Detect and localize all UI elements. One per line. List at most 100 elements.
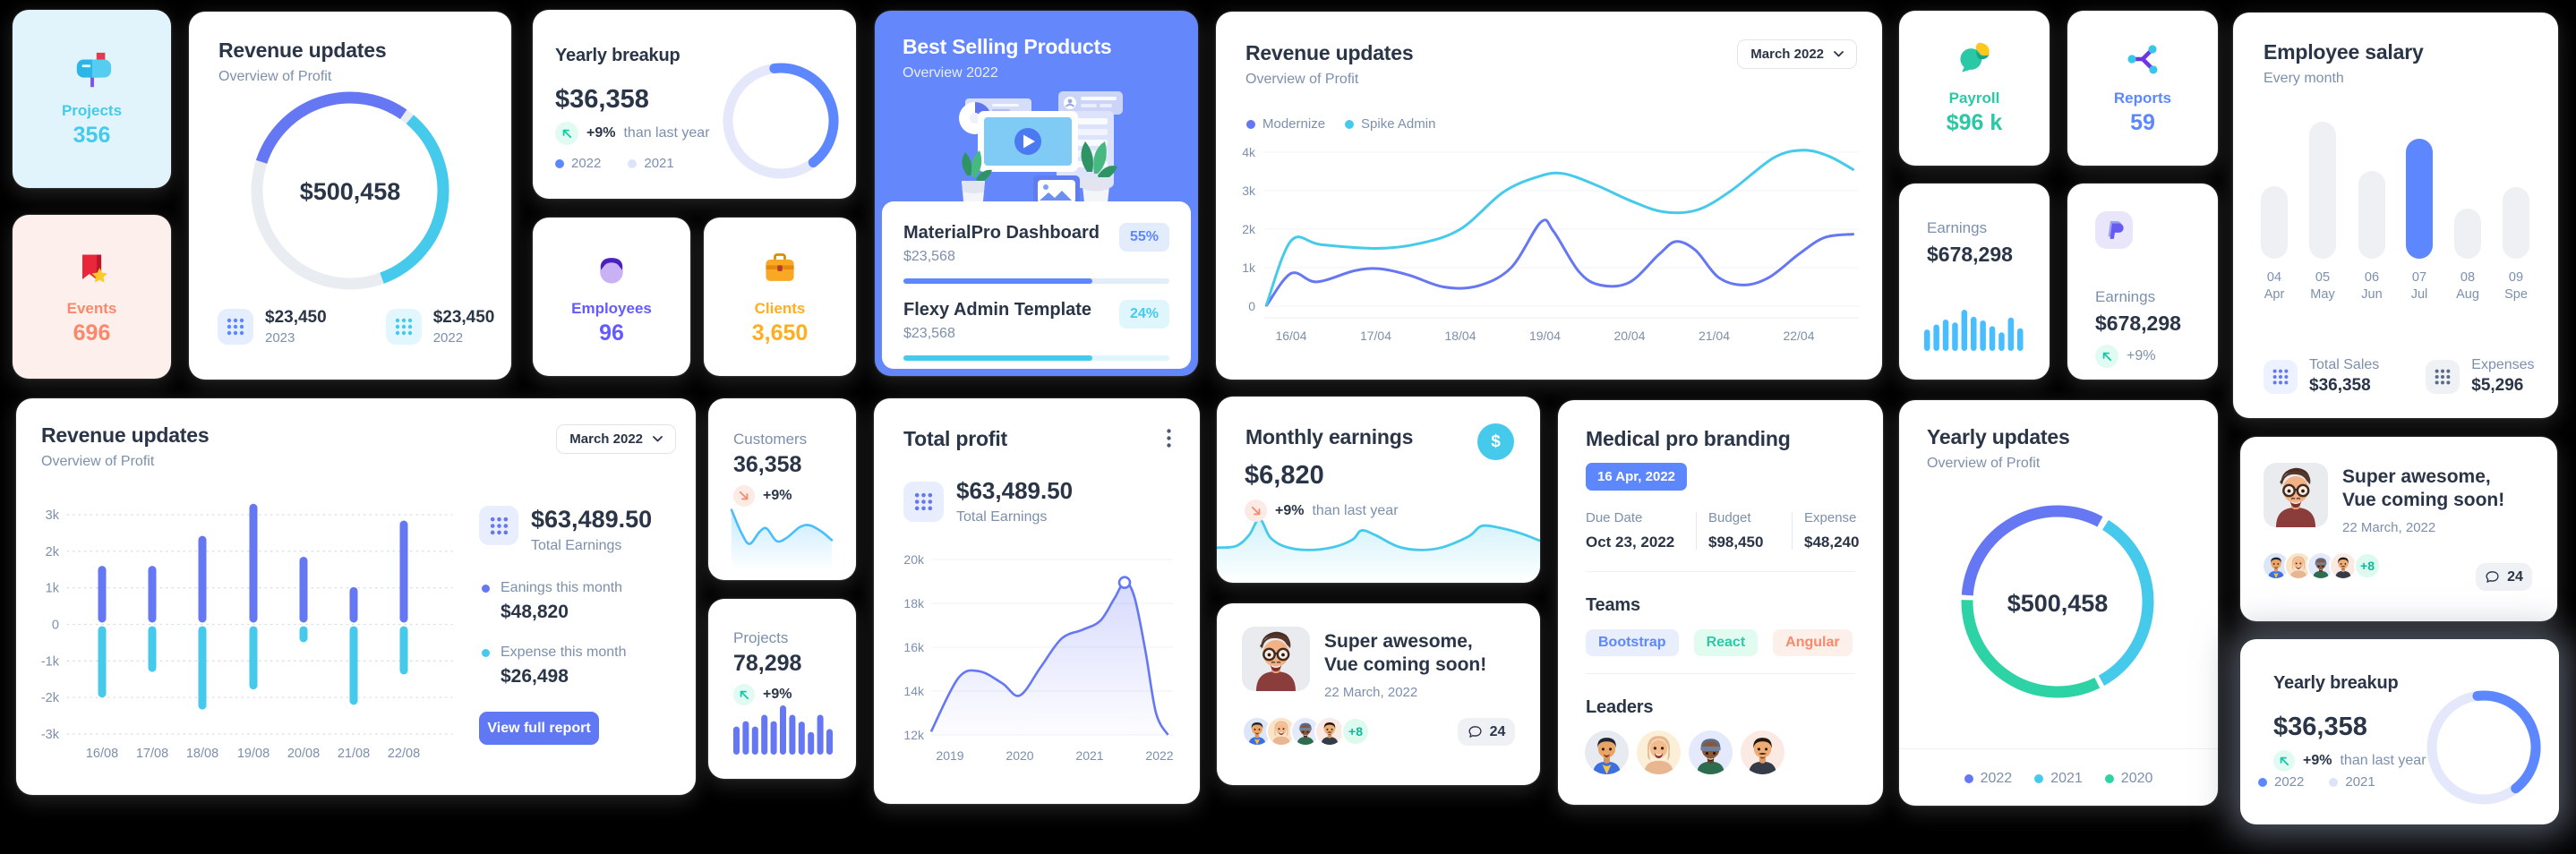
projects-value: 356 <box>73 122 111 148</box>
reports-kpi-card: Reports 59 <box>2067 11 2218 166</box>
stat-2023-value: $23,450 <box>265 308 327 327</box>
leader-avatar <box>1637 730 1681 774</box>
svg-text:16/08: 16/08 <box>86 747 118 761</box>
view-full-report-button[interactable]: View full report <box>479 712 599 745</box>
legend-modernize: Modernize <box>1246 116 1325 132</box>
employee-salary-card: Employee salary Every month 04 Apr 05 May 06… <box>2233 13 2558 418</box>
avatar <box>1314 716 1345 747</box>
product-badge: 24% <box>1118 300 1169 329</box>
svg-text:21/04: 21/04 <box>1699 329 1730 343</box>
payroll-icon <box>1955 41 1994 79</box>
svg-text:Aug: Aug <box>2456 287 2479 302</box>
yearly-breakup-delta: +9% <box>2303 753 2332 768</box>
divider <box>1586 571 1855 572</box>
product-progress <box>903 355 1169 361</box>
team-chip-bootstrap: Bootstrap <box>1586 629 1679 656</box>
svg-text:18/08: 18/08 <box>186 747 218 761</box>
grid-dots-icon <box>385 309 422 345</box>
legend-2021: 2021 <box>2034 771 2083 787</box>
stat-2022-value: $23,450 <box>432 308 495 327</box>
customers-card: Customers 36,358 +9% <box>708 398 856 580</box>
post-date: 22 March, 2022 <box>2342 519 2436 535</box>
total-profit-value-label: Total Earnings <box>956 509 1048 525</box>
reports-label: Reports <box>2113 89 2172 107</box>
yearly-breakup-value: $36,358 <box>555 85 649 114</box>
svg-text:3k: 3k <box>1242 184 1256 198</box>
comments-pill[interactable]: 24 <box>1458 718 1515 746</box>
yearly-updates-card: Yearly updates Overview of Profit $500,4… <box>1899 400 2218 806</box>
paypal-earnings-label: Earnings <box>2095 288 2156 305</box>
events-kpi-card: Events 696 <box>13 215 171 379</box>
legend-2022: 2022 <box>555 156 601 171</box>
monthly-earnings-value: $6,820 <box>1245 461 1324 490</box>
revenue-overview-center-value: $500,458 <box>299 178 401 205</box>
yearly-breakup-delta-note: than last year <box>623 125 710 141</box>
projects-mini-card: Projects 78,298 +9% <box>708 599 856 779</box>
paypal-earnings-value: $678,298 <box>2095 312 2181 335</box>
svg-text:05: 05 <box>2315 270 2330 285</box>
post-card: Super awesome, Vue coming soon! 22 March,… <box>2240 437 2557 621</box>
kebab-menu-icon[interactable] <box>1161 423 1177 457</box>
revenue-overview-subtitle: Overview of Profit <box>218 69 332 84</box>
total-profit-card: 12k 14k 16k 18k 20k 2019 2020 2021 2022 Total pr… <box>874 398 1200 804</box>
comments-pill[interactable]: 24 <box>2476 563 2532 591</box>
grid-dots-icon <box>903 481 944 522</box>
trend-down-icon <box>733 485 755 507</box>
month-dropdown[interactable]: March 2022 <box>1737 39 1857 69</box>
revenue-bars-title: Revenue updates <box>41 423 210 447</box>
payroll-label: Payroll <box>1948 89 2000 107</box>
events-value: 696 <box>73 320 111 346</box>
product-amount: $23,568 <box>903 249 955 264</box>
payroll-kpi-card: Payroll $96 k <box>1899 11 2050 166</box>
chat-bubble-icon <box>1468 726 1482 738</box>
customers-value: 36,358 <box>733 452 802 477</box>
chevron-down-icon <box>1834 51 1844 57</box>
total-sales-value: $36,358 <box>2309 376 2371 395</box>
chat-bubble-icon <box>2486 571 2499 583</box>
projects-mini-label: Projects <box>733 629 789 646</box>
reports-value: 59 <box>2130 109 2155 135</box>
revenue-overview-card: Revenue updates Overview of Profit $500,… <box>189 12 511 380</box>
leader-avatar <box>1689 730 1733 774</box>
team-chip-react: React <box>1693 629 1759 656</box>
budget-value: $98,450 <box>1708 534 1764 551</box>
leader-avatar <box>1741 730 1784 774</box>
svg-text:09: 09 <box>2509 270 2523 285</box>
expense-this-month-value: $26,498 <box>501 666 569 687</box>
leader-avatar <box>1585 730 1629 774</box>
total-profit-value: $63,489.50 <box>956 477 1074 504</box>
bookmark-star-icon <box>73 248 112 289</box>
yearly-updates-title: Yearly updates <box>1927 425 2070 448</box>
team-chip-angular: Angular <box>1773 629 1853 656</box>
best-selling-card: Best Selling Products Overview 2022 <box>875 11 1198 376</box>
post-card: Super awesome, Vue coming soon! 22 March,… <box>1217 603 1540 785</box>
svg-text:1k: 1k <box>1242 260 1256 275</box>
budget-label: Budget <box>1708 510 1751 525</box>
earnings-card: Earnings $678,298 <box>1899 184 2050 380</box>
expense-label: Expense <box>1804 510 1857 525</box>
yearly-updates-center-value: $500,458 <box>2007 590 2109 617</box>
month-dropdown[interactable]: March 2022 <box>556 424 676 454</box>
svg-text:1k: 1k <box>46 582 60 596</box>
total-earnings-value: $63,489.50 <box>531 506 653 533</box>
svg-text:22/08: 22/08 <box>388 747 420 761</box>
post-title: Super awesome, Vue coming soon! <box>1324 631 1487 676</box>
mailbox-icon <box>72 50 113 91</box>
more-avatars-chip[interactable]: +8 <box>1341 717 1370 746</box>
post-avatar <box>2264 463 2328 527</box>
revenue-overview-title: Revenue updates <box>218 38 387 62</box>
svg-text:4k: 4k <box>1242 145 1256 159</box>
svg-text:04: 04 <box>2267 270 2281 285</box>
svg-text:14k: 14k <box>903 684 925 698</box>
svg-text:2k: 2k <box>1242 222 1256 236</box>
stat-2022-year: 2022 <box>432 330 464 346</box>
svg-text:06: 06 <box>2365 270 2379 285</box>
revenue-bars-subtitle: Overview of Profit <box>41 454 155 469</box>
svg-text:Jul: Jul <box>2411 287 2428 302</box>
earnings-this-month-label: Eanings this month <box>501 580 623 595</box>
employees-kpi-card: Employees 96 <box>533 218 690 376</box>
payroll-value: $96 k <box>1946 109 2003 135</box>
more-avatars-chip[interactable]: +8 <box>2354 552 2381 579</box>
trend-down-icon <box>1245 500 1267 522</box>
